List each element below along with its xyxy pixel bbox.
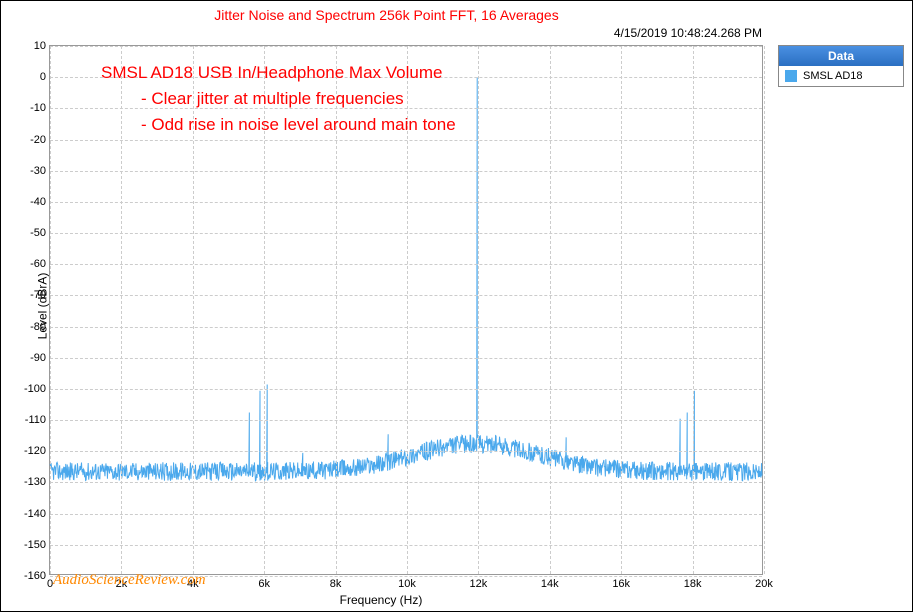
y-tick-label: -50 [30, 227, 46, 239]
y-tick-label: -90 [30, 352, 46, 364]
gridline-h [50, 171, 762, 172]
gridline-h [50, 202, 762, 203]
y-tick-label: -30 [30, 165, 46, 177]
gridline-h [50, 327, 762, 328]
legend-swatch [785, 70, 797, 82]
y-tick-label: -20 [30, 134, 46, 146]
annotation-text: SMSL AD18 USB In/Headphone Max Volume [101, 61, 442, 86]
y-tick-label: -110 [25, 414, 46, 426]
x-tick-label: 12k [470, 578, 488, 590]
gridline-h [50, 482, 762, 483]
gridline-v [478, 46, 479, 574]
gridline-h [50, 545, 762, 546]
x-tick-label: 8k [330, 578, 342, 590]
gridline-v [693, 46, 694, 574]
gridline-v [621, 46, 622, 574]
y-tick-label: -100 [24, 383, 46, 395]
gridline-h [50, 420, 762, 421]
gridline-h [50, 389, 762, 390]
gridline-h [50, 264, 762, 265]
legend: Data SMSL AD18 [778, 45, 904, 87]
legend-label: SMSL AD18 [803, 70, 863, 82]
x-tick-label: 14k [541, 578, 559, 590]
y-tick-label: -120 [24, 445, 46, 457]
x-axis-label: Frequency (Hz) [340, 593, 423, 607]
gridline-v [764, 46, 765, 574]
y-axis-label: Level (dBrA) [35, 273, 49, 340]
chart-title: Jitter Noise and Spectrum 256k Point FFT… [1, 7, 772, 23]
gridline-v [50, 46, 51, 574]
annotation-text: - Odd rise in noise level around main to… [141, 113, 456, 138]
watermark: AudioScienceReview.com [53, 572, 206, 589]
y-tick-label: -40 [30, 196, 46, 208]
y-tick-label: -160 [24, 570, 46, 582]
legend-header: Data [779, 46, 903, 66]
gridline-v [121, 46, 122, 574]
timestamp: 4/15/2019 10:48:24.268 PM [614, 26, 762, 40]
gridline-h [50, 46, 762, 47]
x-tick-label: 10k [398, 578, 416, 590]
legend-item: SMSL AD18 [779, 66, 903, 86]
y-tick-label: -130 [24, 476, 46, 488]
gridline-h [50, 295, 762, 296]
x-tick-label: 6k [258, 578, 270, 590]
gridline-h [50, 233, 762, 234]
x-tick-label: 20k [755, 578, 773, 590]
x-tick-label: 16k [612, 578, 630, 590]
x-tick-label: 18k [684, 578, 702, 590]
y-tick-label: 10 [34, 40, 46, 52]
chart-container: Jitter Noise and Spectrum 256k Point FFT… [0, 0, 913, 612]
y-tick-label: -60 [30, 258, 46, 270]
y-tick-label: 0 [40, 71, 46, 83]
gridline-h [50, 358, 762, 359]
y-tick-label: -10 [30, 102, 46, 114]
gridline-h [50, 140, 762, 141]
gridline-h [50, 451, 762, 452]
y-tick-label: -140 [24, 508, 46, 520]
y-tick-label: -150 [24, 539, 46, 551]
annotation-text: - Clear jitter at multiple frequencies [141, 87, 404, 112]
gridline-v [550, 46, 551, 574]
gridline-h [50, 514, 762, 515]
